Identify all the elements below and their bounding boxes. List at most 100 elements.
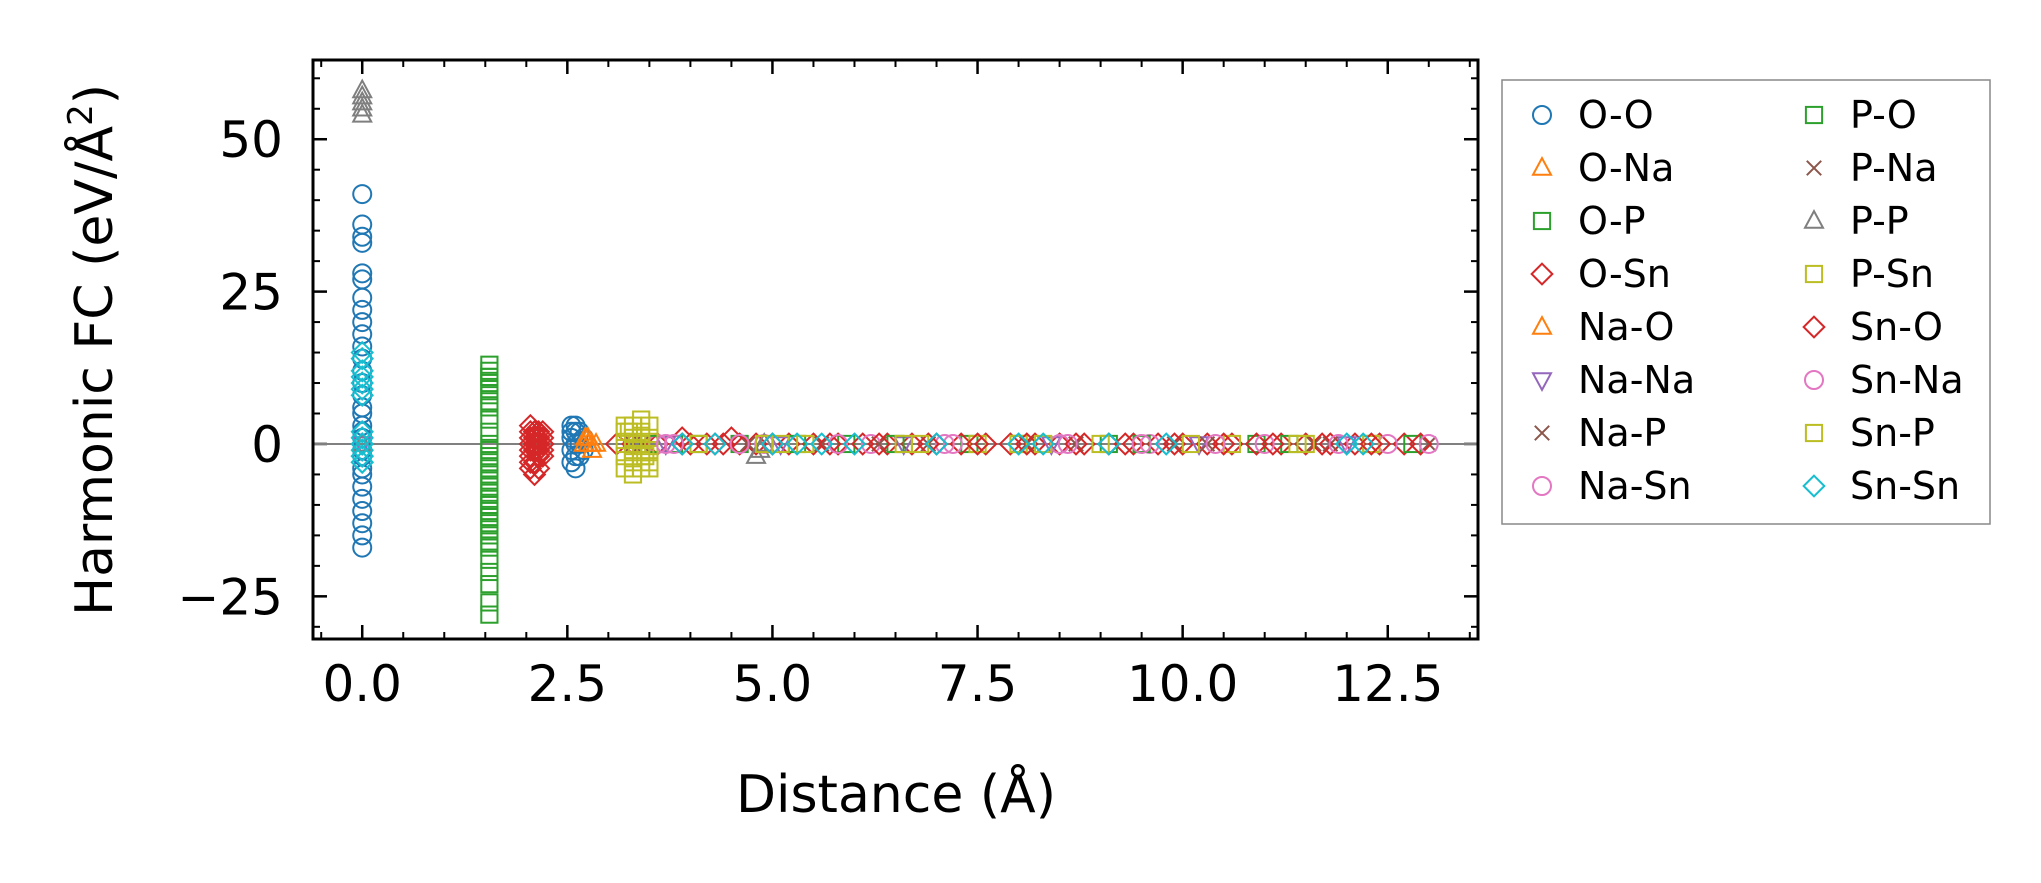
legend-frame [1501, 79, 1991, 525]
point-sn-sn [350, 426, 374, 450]
point-o-o [352, 299, 373, 320]
legend-label-na-p: Na-P [1578, 411, 1666, 455]
legend-marker-o-p [1532, 211, 1552, 231]
point-o-sn [1318, 432, 1343, 456]
point-p-p [351, 96, 373, 117]
point-o-p [480, 410, 499, 429]
legend-label-na-na: Na-Na [1578, 358, 1695, 402]
plot-frame [311, 58, 1480, 641]
legend-marker-p-sn [1804, 264, 1824, 284]
point-na-sn [934, 433, 955, 454]
legend-label-p-p: P-P [1850, 199, 1909, 243]
point-sn-sn [350, 444, 374, 468]
point-o-p [480, 575, 499, 594]
point-o-o [352, 312, 373, 333]
x-tick-label: 5.0 [733, 655, 813, 713]
point-sn-sn [842, 432, 867, 456]
legend-label-o-sn: O-Sn [1578, 252, 1671, 296]
point-sn-sn [809, 432, 834, 456]
point-o-p [480, 459, 499, 478]
point-o-p [480, 501, 499, 521]
point-sn-na [1057, 433, 1078, 454]
point-o-o [352, 226, 373, 247]
point-sn-na [655, 433, 676, 454]
point-o-sn [530, 444, 555, 468]
legend-label-o-p: O-P [1578, 199, 1646, 243]
point-na-na [769, 436, 792, 456]
point-sn-sn [1334, 432, 1359, 456]
y-axis-label: Harmonic FC (eV/Å2) [61, 84, 125, 616]
point-o-sn [711, 432, 735, 456]
point-o-p [480, 386, 499, 405]
point-sn-sn [785, 432, 809, 456]
point-sn-o [1162, 432, 1187, 456]
y-tick-label: −25 [177, 568, 283, 626]
point-o-p [480, 550, 499, 569]
point-o-sn [727, 432, 752, 456]
legend-label-o-o: O-O [1578, 93, 1654, 137]
point-na-o [581, 431, 603, 452]
point-p-sn [1009, 434, 1028, 454]
point-sn-na [828, 433, 849, 454]
series-sn-p [619, 422, 1315, 466]
legend-marker-o-na [1531, 155, 1553, 176]
point-p-o [480, 520, 499, 539]
point-o-sn [1244, 432, 1269, 456]
point-o-p [480, 483, 499, 502]
legend-marker-na-sn [1532, 476, 1552, 496]
point-p-o [480, 355, 499, 374]
point-o-sn [744, 432, 768, 456]
point-sn-sn [350, 377, 374, 401]
point-sn-p [911, 434, 930, 454]
x-tick-label: 12.5 [1332, 655, 1443, 713]
y-tick-label: 25 [219, 264, 283, 322]
point-o-sn [1170, 432, 1195, 456]
point-na-sn [1254, 433, 1275, 454]
point-sn-o [1015, 432, 1039, 456]
point-o-sn [1195, 432, 1220, 456]
point-p-p [351, 102, 373, 123]
legend-label-sn-o: Sn-O [1850, 305, 1943, 349]
point-sn-sn [703, 432, 727, 456]
point-na-na [1336, 436, 1358, 456]
x-tick-label: 2.5 [528, 655, 608, 713]
legend-marker-na-p [1534, 425, 1550, 441]
point-o-p [480, 605, 499, 624]
point-o-p [480, 495, 499, 515]
point-sn-sn [1006, 432, 1031, 456]
legend-marker-o-o [1532, 105, 1552, 125]
x-tick-label: 0.0 [322, 655, 402, 713]
point-o-o [352, 263, 373, 284]
point-o-o [352, 232, 373, 253]
legend-marker-p-o [1804, 105, 1824, 125]
legend-label-sn-na: Sn-Na [1850, 358, 1964, 402]
point-o-o [352, 537, 373, 558]
series-p-p [351, 78, 775, 464]
point-p-sn [640, 416, 659, 435]
legend-marker-sn-o [1802, 315, 1826, 339]
point-sn-sn [350, 371, 374, 395]
point-sn-o [530, 432, 555, 456]
x-tick-label: 10.0 [1127, 655, 1238, 713]
point-o-p [480, 593, 499, 612]
point-sn-sn [350, 383, 374, 407]
point-sn-o [1310, 432, 1334, 456]
point-o-sn [1220, 432, 1244, 456]
point-na-na [655, 436, 677, 456]
point-o-sn [801, 432, 826, 456]
point-o-sn [875, 432, 900, 456]
legend: O-O O-Na O-P O-Sn Na-O Na-Na Na-P Na-Sn P-O P-Na P… [1501, 79, 1991, 525]
point-o-sn [530, 426, 555, 450]
point-sn-o [1113, 432, 1137, 456]
point-o-sn [522, 462, 547, 487]
legend-label-na-o: Na-O [1578, 305, 1674, 349]
legend-label-p-o: P-O [1850, 93, 1917, 137]
point-o-o [565, 458, 586, 479]
legend-marker-sn-sn [1802, 474, 1826, 498]
point-sn-p [1181, 434, 1200, 454]
point-o-sn [1293, 432, 1318, 456]
series-o-p [480, 361, 1381, 624]
point-sn-sn [350, 365, 374, 389]
point-o-sn [530, 420, 555, 444]
